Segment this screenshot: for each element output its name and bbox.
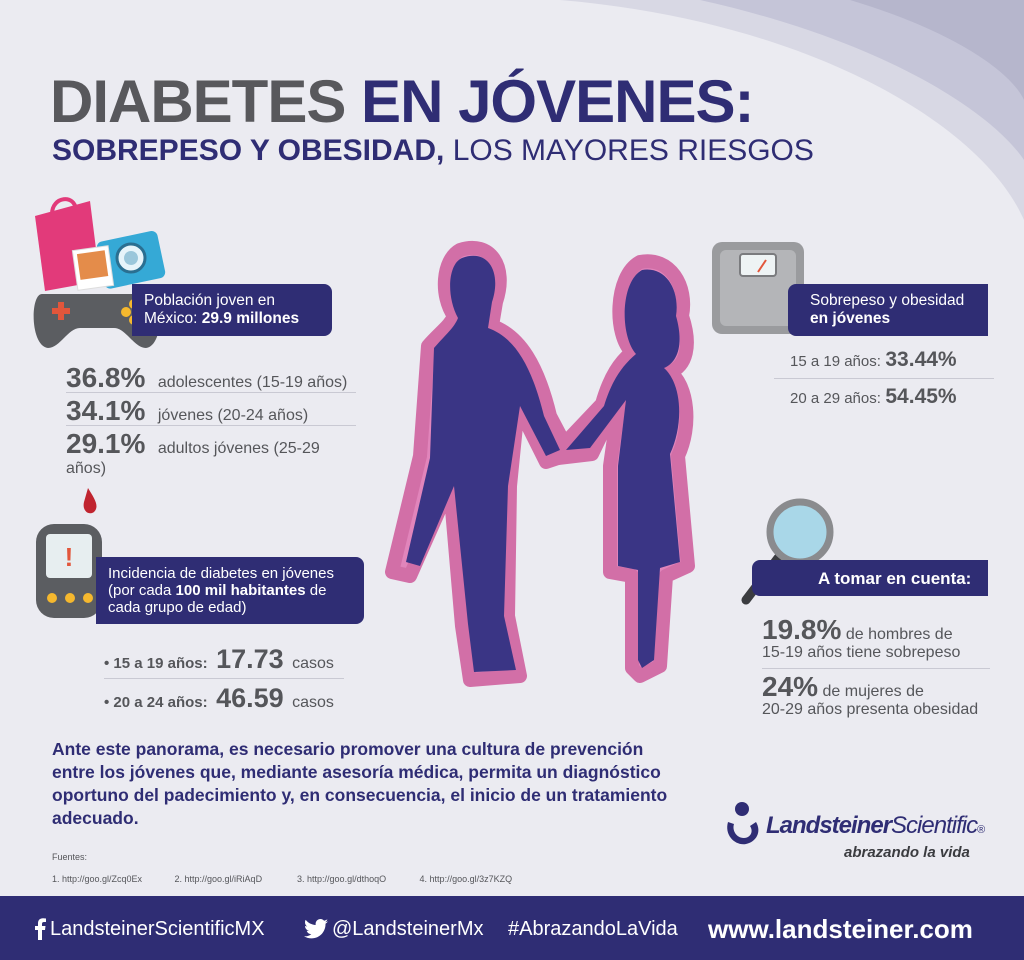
population-label: adolescentes (15-19 años) — [157, 374, 348, 391]
overweight-banner-line2: en jóvenes — [810, 310, 891, 327]
overweight-banner-line1: Sobrepeso y obesidad — [810, 292, 965, 309]
conclusion-line: entre los jóvenes que, mediante asesoría… — [52, 762, 661, 782]
population-pct: 34.1% — [66, 395, 146, 426]
population-pct: 29.1% — [66, 428, 146, 459]
source-link[interactable]: 3. http://goo.gl/dthoqO — [297, 874, 387, 884]
consider-banner: A tomar en cuenta: — [752, 560, 988, 596]
population-label: jóvenes (20-24 años) — [157, 407, 309, 424]
incidence-row: • 15 a 19 años: 17.73 casos — [104, 644, 354, 674]
twitter-icon[interactable] — [304, 919, 328, 939]
camera-icon — [96, 230, 166, 289]
brand-tagline: abrazando la vida — [844, 844, 970, 861]
population-row: 34.1% jóvenes (20-24 años) — [66, 393, 356, 426]
photo-icon — [71, 245, 115, 291]
divider — [66, 425, 356, 426]
conclusion-line: Ante este panorama, es necesario promove… — [52, 739, 644, 759]
facebook-icon[interactable] — [34, 918, 46, 940]
main-title: DIABETES EN JÓVENES: — [50, 72, 755, 132]
consider-banner-text: A tomar en cuenta: — [818, 569, 972, 588]
title-part-2: EN JÓVENES: — [361, 68, 754, 135]
facebook-handle[interactable]: LandsteinerScientificMX — [50, 918, 265, 940]
divider — [774, 378, 994, 379]
subtitle: SOBREPESO Y OBESIDAD, LOS MAYORES RIESGO… — [52, 136, 814, 166]
brand-logo: LandsteinerScientific® abrazando la vida — [722, 800, 992, 866]
overweight-row: 15 a 19 años: 33.44% — [786, 348, 986, 378]
subtitle-bold: SOBREPESO Y OBESIDAD, — [52, 134, 445, 167]
population-total: 29.9 millones — [201, 310, 300, 327]
conclusion-line: adecuado. — [52, 808, 139, 828]
divider — [66, 392, 356, 393]
incidence-banner-prefix: (por cada — [108, 582, 176, 599]
population-banner: Población joven en México: 29.9 millones — [132, 284, 332, 336]
consider-item: 19.8% de hombres de 15-19 años tiene sob… — [762, 614, 992, 662]
population-pct: 36.8% — [66, 362, 146, 393]
overweight-label: 20 a 29 años: — [790, 390, 881, 407]
consider-text: de hombres de — [845, 626, 953, 643]
overweight-value: 33.44% — [885, 348, 957, 371]
incidence-label: • 20 a 24 años: — [104, 694, 208, 711]
population-row: 29.1% adultos jóvenes (25-29 años) — [66, 426, 356, 477]
overweight-banner: Sobrepeso y obesidad en jóvenes — [788, 284, 988, 336]
subtitle-rest: LOS MAYORES RIESGOS — [452, 134, 814, 167]
consider-list: 19.8% de hombres de 15-19 años tiene sob… — [762, 614, 992, 719]
consider-text: de mujeres de — [822, 683, 924, 700]
title-part-1: DIABETES — [50, 68, 346, 135]
scale-icon — [712, 242, 804, 334]
source-link[interactable]: 4. http://goo.gl/3z7KZQ — [419, 874, 513, 884]
population-banner-line1: Población joven en — [144, 292, 275, 309]
incidence-value: 17.73 — [216, 644, 284, 674]
divider — [104, 678, 344, 679]
consider-text: 15-19 años tiene sobrepeso — [762, 644, 961, 661]
overweight-list: 15 a 19 años: 33.44% 20 a 29 años: 54.45… — [774, 348, 994, 415]
glucometer-icon: ! — [36, 488, 102, 618]
incidence-row: • 20 a 24 años: 46.59 casos — [104, 679, 354, 713]
consider-text: 20-29 años presenta obesidad — [762, 701, 979, 718]
conclusion-line: oportuno del padecimiento y, en consecue… — [52, 785, 668, 805]
website-link[interactable]: www.landsteiner.com — [708, 914, 973, 944]
twitter-handle[interactable]: @LandsteinerMx — [332, 918, 484, 940]
population-banner-prefix: México: — [144, 310, 202, 327]
incidence-value: 46.59 — [216, 683, 284, 713]
incidence-banner-line3: cada grupo de edad) — [108, 599, 247, 616]
footer-bar: LandsteinerScientificMX @LandsteinerMx #… — [0, 896, 1024, 960]
consider-value: 24% — [762, 671, 819, 702]
incidence-unit: casos — [292, 655, 334, 672]
overweight-value: 54.45% — [885, 385, 957, 408]
population-label: adultos jóvenes (25-29 años) — [66, 440, 320, 477]
svg-text:!: ! — [65, 542, 74, 572]
brand-name-bold: Landsteiner — [766, 812, 892, 839]
brand-name-light: Scientific — [891, 812, 978, 839]
source-link[interactable]: 2. http://goo.gl/iRiAqD — [174, 874, 263, 884]
sources-heading: Fuentes: — [52, 852, 88, 862]
population-list: 36.8% adolescentes (15-19 años) 34.1% jó… — [66, 362, 356, 477]
divider — [762, 668, 990, 669]
overweight-label: 15 a 19 años: — [790, 353, 881, 370]
consider-value: 19.8% — [762, 614, 842, 645]
couple-silhouette-illustration — [385, 240, 695, 687]
landsteiner-logo-icon — [727, 802, 759, 845]
incidence-list: • 15 a 19 años: 17.73 casos • 20 a 24 añ… — [104, 644, 354, 713]
registered-mark: ® — [977, 824, 985, 836]
sources-list: 1. http://goo.gl/Zcq0Ex 2. http://goo.gl… — [52, 874, 540, 884]
hashtag[interactable]: #AbrazandoLaVida — [508, 918, 678, 940]
overweight-row: 20 a 29 años: 54.45% — [786, 379, 986, 415]
consider-item: 24% de mujeres de 20-29 años presenta ob… — [762, 671, 992, 719]
population-row: 36.8% adolescentes (15-19 años) — [66, 362, 356, 393]
incidence-banner: Incidencia de diabetes en jóvenes (por c… — [96, 557, 364, 624]
incidence-banner-suffix: de — [305, 582, 327, 599]
incidence-banner-bold: 100 mil habitantes — [175, 582, 306, 599]
incidence-label: • 15 a 19 años: — [104, 655, 208, 672]
incidence-banner-line1: Incidencia de diabetes en jóvenes — [108, 565, 334, 582]
source-link[interactable]: 1. http://goo.gl/Zcq0Ex — [52, 874, 143, 884]
incidence-unit: casos — [292, 694, 334, 711]
conclusion-text: Ante este panorama, es necesario promove… — [52, 738, 712, 830]
